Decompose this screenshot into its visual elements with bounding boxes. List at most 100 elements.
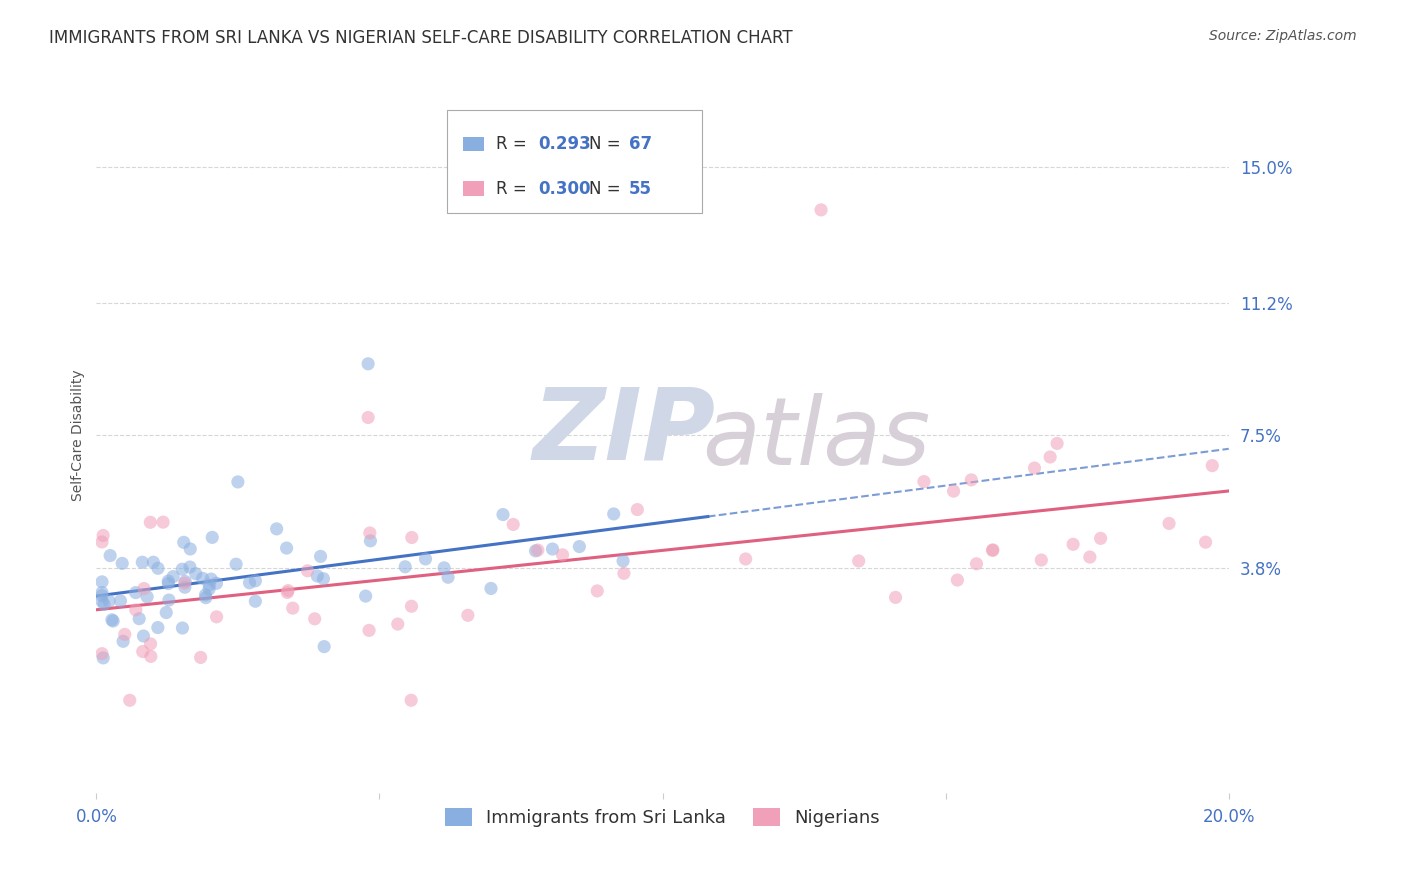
Point [172, 562, 194, 576]
Point [1062, 537, 1084, 551]
Point [401, 531, 423, 545]
Point [162, 569, 184, 583]
Point [118, 693, 141, 707]
Point [91, 535, 114, 549]
Text: N =: N = [589, 179, 620, 198]
Point [91, 585, 114, 599]
Point [387, 617, 409, 632]
Point [966, 557, 988, 571]
Point [173, 580, 195, 594]
Point [479, 582, 502, 596]
Point [1024, 461, 1046, 475]
Point [586, 583, 609, 598]
Point [314, 640, 336, 654]
Point [502, 517, 524, 532]
Point [194, 588, 217, 602]
Point [1090, 532, 1112, 546]
Point [415, 552, 437, 566]
Text: R =: R = [496, 136, 527, 153]
Point [198, 578, 221, 592]
Point [981, 543, 1004, 558]
Point [245, 574, 267, 588]
Point [309, 549, 332, 564]
Point [146, 561, 169, 575]
Point [132, 644, 155, 658]
Text: 67: 67 [628, 136, 652, 153]
Point [1046, 436, 1069, 450]
Point [142, 555, 165, 569]
Point [225, 558, 247, 572]
FancyBboxPatch shape [463, 181, 484, 195]
Point [266, 522, 288, 536]
Point [981, 542, 1004, 557]
Point [281, 601, 304, 615]
Point [91, 594, 114, 608]
Point [200, 572, 222, 586]
Point [184, 566, 207, 581]
Point [307, 569, 329, 583]
FancyBboxPatch shape [447, 110, 702, 213]
Point [359, 526, 381, 541]
Point [132, 629, 155, 643]
Point [884, 591, 907, 605]
Point [942, 484, 965, 499]
Point [125, 603, 148, 617]
Point [357, 410, 380, 425]
Point [174, 574, 197, 589]
Point [125, 585, 148, 599]
Point [205, 610, 228, 624]
Point [139, 649, 162, 664]
Point [91, 651, 114, 665]
Point [394, 559, 416, 574]
Text: R =: R = [496, 179, 527, 198]
Point [157, 576, 180, 591]
Point [173, 535, 195, 549]
Legend: Immigrants from Sri Lanka, Nigerians: Immigrants from Sri Lanka, Nigerians [437, 801, 887, 834]
Text: ZIP: ZIP [533, 384, 716, 480]
Point [613, 566, 636, 581]
Point [960, 473, 983, 487]
Point [201, 530, 224, 544]
Point [734, 552, 756, 566]
Point [312, 572, 335, 586]
Point [128, 612, 150, 626]
Point [551, 548, 574, 562]
Point [602, 507, 624, 521]
Point [541, 541, 564, 556]
Point [157, 574, 180, 588]
Point [457, 608, 479, 623]
Y-axis label: Self-Care Disability: Self-Care Disability [72, 369, 86, 501]
Point [524, 544, 547, 558]
Point [527, 543, 550, 558]
Point [91, 528, 114, 542]
Point [297, 564, 319, 578]
Point [354, 589, 377, 603]
Point [1194, 535, 1216, 549]
Point [1201, 458, 1223, 473]
Point [946, 573, 969, 587]
Point [194, 591, 217, 605]
Point [245, 594, 267, 608]
Point [172, 621, 194, 635]
Point [492, 508, 515, 522]
Point [91, 574, 114, 589]
Point [359, 533, 381, 548]
Text: IMMIGRANTS FROM SRI LANKA VS NIGERIAN SELF-CARE DISABILITY CORRELATION CHART: IMMIGRANTS FROM SRI LANKA VS NIGERIAN SE… [49, 29, 793, 46]
Point [626, 502, 648, 516]
Point [276, 541, 298, 555]
Text: 0.293: 0.293 [538, 136, 591, 153]
Point [155, 606, 177, 620]
Point [401, 599, 423, 614]
Point [191, 571, 214, 585]
Point [136, 590, 159, 604]
Point [1031, 553, 1053, 567]
Point [912, 475, 935, 489]
Point [238, 575, 260, 590]
Text: atlas: atlas [702, 393, 931, 484]
Point [437, 570, 460, 584]
Point [205, 576, 228, 591]
Point [848, 554, 870, 568]
Point [111, 557, 134, 571]
Point [357, 624, 380, 638]
Text: 0.300: 0.300 [538, 179, 591, 198]
